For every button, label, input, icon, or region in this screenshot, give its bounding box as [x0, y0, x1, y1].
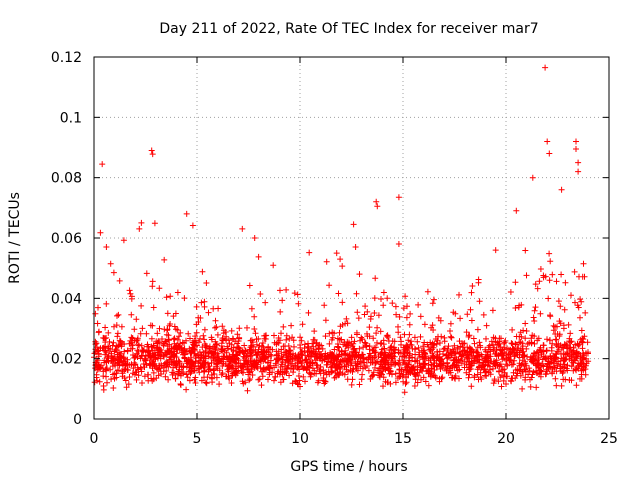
- y-tick-label: 0.06: [51, 231, 82, 247]
- x-axis-label: GPS time / hours: [290, 459, 407, 475]
- y-tick-label: 0.1: [60, 110, 82, 126]
- y-tick-label: 0.08: [51, 171, 82, 187]
- y-axis-label: ROTI / TECUs: [7, 192, 23, 284]
- x-tick-label: 10: [291, 431, 309, 447]
- scatter-points: [91, 64, 592, 396]
- axis-ticks: 0 5 10 15 20 25 0 0.02 0.04 0.06 0.08 0.1 0.12: [51, 50, 618, 447]
- x-tick-label: 5: [193, 431, 202, 447]
- y-tick-label: 0: [73, 412, 82, 428]
- x-tick-label: 0: [90, 431, 99, 447]
- y-tick-label: 0.04: [51, 291, 82, 307]
- chart-title: Day 211 of 2022, Rate Of TEC Index for r…: [159, 21, 538, 37]
- x-tick-label: 25: [600, 431, 618, 447]
- y-tick-label: 0.12: [51, 50, 82, 66]
- x-tick-label: 20: [497, 431, 515, 447]
- roti-data-points: [91, 64, 592, 396]
- x-tick-label: 15: [394, 431, 412, 447]
- grid-lines: [94, 57, 609, 419]
- y-tick-label: 0.02: [51, 352, 82, 368]
